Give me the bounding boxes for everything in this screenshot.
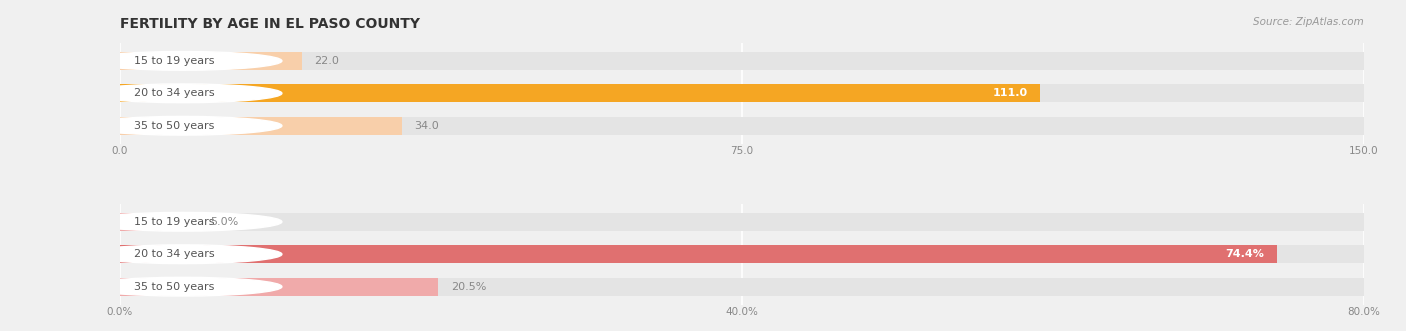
Ellipse shape: [83, 213, 281, 231]
Bar: [120, 245, 1277, 263]
Ellipse shape: [83, 117, 281, 135]
Text: 20 to 34 years: 20 to 34 years: [134, 88, 215, 98]
Bar: [120, 52, 1364, 70]
Text: 20.5%: 20.5%: [451, 282, 486, 292]
Text: 34.0: 34.0: [413, 121, 439, 131]
Bar: [120, 117, 1364, 135]
Text: 35 to 50 years: 35 to 50 years: [134, 282, 214, 292]
Text: 15 to 19 years: 15 to 19 years: [134, 56, 215, 66]
Bar: [120, 213, 197, 231]
Bar: [120, 84, 1364, 102]
Ellipse shape: [83, 52, 281, 70]
Text: FERTILITY BY AGE IN EL PASO COUNTY: FERTILITY BY AGE IN EL PASO COUNTY: [120, 17, 419, 30]
Bar: [120, 278, 439, 296]
Text: 15 to 19 years: 15 to 19 years: [134, 217, 215, 227]
Ellipse shape: [83, 84, 281, 103]
Text: 5.0%: 5.0%: [209, 217, 238, 227]
Bar: [120, 117, 402, 135]
Bar: [120, 278, 1364, 296]
Text: 20 to 34 years: 20 to 34 years: [134, 249, 215, 259]
Text: 22.0: 22.0: [315, 56, 339, 66]
Ellipse shape: [83, 245, 281, 263]
Text: 74.4%: 74.4%: [1226, 249, 1264, 259]
Ellipse shape: [83, 277, 281, 296]
Text: 35 to 50 years: 35 to 50 years: [134, 121, 214, 131]
Text: 111.0: 111.0: [993, 88, 1028, 98]
Bar: [120, 52, 302, 70]
Bar: [120, 213, 1364, 231]
Bar: [120, 84, 1040, 102]
Bar: [120, 245, 1364, 263]
Text: Source: ZipAtlas.com: Source: ZipAtlas.com: [1253, 17, 1364, 26]
